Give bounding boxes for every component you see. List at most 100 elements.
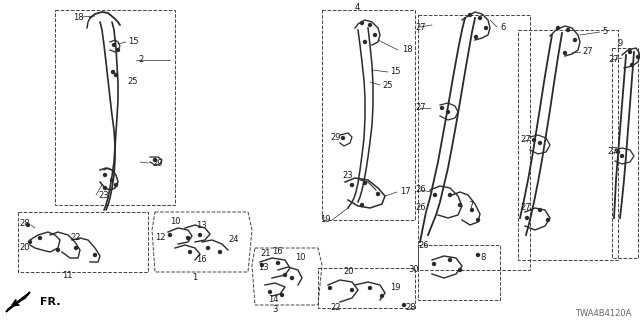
Text: 21: 21 [260, 249, 271, 258]
Circle shape [468, 13, 472, 17]
Circle shape [198, 234, 202, 236]
Circle shape [111, 70, 115, 74]
Text: 30: 30 [408, 266, 419, 275]
Text: 24: 24 [228, 236, 239, 244]
Circle shape [351, 289, 353, 292]
Circle shape [93, 253, 97, 257]
Circle shape [532, 139, 536, 141]
Bar [518, 30, 618, 260]
Text: 19: 19 [390, 284, 401, 292]
Circle shape [630, 63, 634, 67]
Circle shape [484, 27, 488, 29]
Circle shape [458, 204, 461, 206]
Circle shape [260, 263, 264, 267]
Circle shape [369, 23, 371, 27]
Circle shape [280, 293, 284, 297]
Text: FR.: FR. [40, 297, 61, 307]
Text: 23: 23 [98, 190, 109, 199]
Circle shape [115, 74, 118, 76]
Text: 16: 16 [196, 255, 207, 265]
Circle shape [360, 204, 364, 206]
Text: 26: 26 [415, 204, 426, 212]
Circle shape [168, 234, 172, 236]
Text: 25: 25 [382, 81, 392, 90]
Circle shape [477, 219, 479, 221]
Circle shape [364, 41, 367, 44]
Text: 29: 29 [152, 158, 163, 167]
Text: 18: 18 [73, 12, 84, 21]
Circle shape [207, 246, 209, 250]
Circle shape [342, 137, 344, 140]
Circle shape [433, 194, 436, 196]
Circle shape [566, 28, 570, 31]
Circle shape [328, 286, 332, 290]
Circle shape [104, 187, 106, 189]
Text: 27: 27 [520, 135, 531, 145]
Circle shape [186, 236, 189, 239]
Circle shape [563, 52, 566, 54]
Text: 10: 10 [170, 218, 180, 227]
Circle shape [538, 141, 541, 145]
Text: 16: 16 [272, 247, 283, 257]
Circle shape [621, 155, 623, 157]
Text: 8: 8 [480, 253, 485, 262]
Text: 26: 26 [418, 241, 429, 250]
Text: 23: 23 [342, 171, 353, 180]
Circle shape [189, 251, 191, 253]
Bar [55, 10, 175, 205]
Circle shape [154, 158, 157, 162]
Circle shape [547, 219, 550, 221]
Circle shape [376, 193, 380, 196]
Circle shape [616, 150, 620, 154]
Text: 20: 20 [19, 244, 29, 252]
Text: 19: 19 [320, 215, 330, 225]
Circle shape [74, 246, 77, 250]
Text: 9: 9 [617, 39, 622, 49]
Text: 14: 14 [268, 295, 278, 305]
Text: TWA4B4120A: TWA4B4120A [575, 309, 632, 318]
Text: 22: 22 [70, 233, 81, 242]
Circle shape [29, 241, 31, 244]
Text: 13: 13 [258, 263, 269, 273]
Text: 27: 27 [415, 103, 426, 113]
Circle shape [116, 49, 120, 52]
Circle shape [104, 173, 106, 177]
Circle shape [458, 268, 461, 271]
Circle shape [111, 179, 113, 181]
Text: 28: 28 [405, 303, 415, 313]
Text: 22: 22 [330, 303, 340, 313]
Text: 26: 26 [415, 186, 426, 195]
Circle shape [449, 194, 451, 196]
Circle shape [113, 44, 115, 46]
Circle shape [628, 51, 632, 53]
Text: 28: 28 [19, 220, 29, 228]
Circle shape [557, 27, 559, 29]
Bar [18, 212, 148, 272]
Text: 20: 20 [343, 268, 353, 276]
Circle shape [115, 183, 118, 187]
Circle shape [538, 209, 541, 212]
Circle shape [449, 259, 451, 261]
Circle shape [433, 262, 435, 266]
Text: 29: 29 [330, 133, 340, 142]
Text: 3: 3 [272, 306, 278, 315]
Circle shape [351, 183, 353, 187]
Circle shape [276, 261, 280, 265]
Bar [322, 10, 415, 220]
Text: 27: 27 [415, 22, 426, 31]
Circle shape [477, 253, 479, 257]
Circle shape [374, 34, 376, 36]
Circle shape [525, 217, 529, 220]
Text: 18: 18 [402, 45, 413, 54]
Text: 10: 10 [295, 252, 305, 261]
Text: 27: 27 [520, 204, 531, 212]
Circle shape [26, 223, 29, 227]
Text: 25: 25 [127, 77, 138, 86]
Circle shape [38, 236, 42, 239]
Circle shape [56, 249, 60, 252]
Circle shape [573, 38, 577, 42]
Text: 17: 17 [400, 188, 411, 196]
Text: 1: 1 [193, 274, 198, 283]
Text: 5: 5 [602, 28, 607, 36]
Bar [418, 15, 530, 270]
